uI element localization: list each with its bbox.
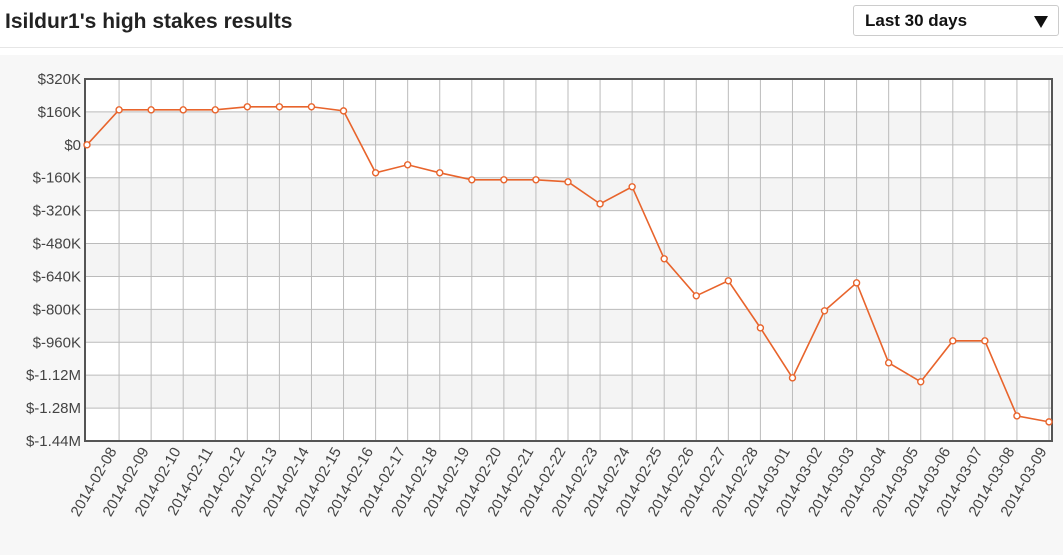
point (211, 106, 219, 114)
point (660, 255, 668, 263)
point (339, 107, 348, 115)
header-rule (0, 47, 1063, 48)
period-dropdown[interactable]: Last 30 days (853, 5, 1059, 36)
point (371, 169, 380, 177)
y-tick-label: $-480K (33, 236, 81, 253)
y-tick-label: $0 (64, 137, 81, 154)
y-tick-label: $-320K (33, 203, 81, 220)
point (436, 169, 444, 177)
y-tick-label: $-1.12M (26, 367, 81, 384)
point (243, 103, 252, 111)
point (917, 378, 925, 386)
plot-border (84, 78, 1053, 442)
dropdown-label: Last 30 days (865, 11, 968, 30)
point (275, 103, 284, 111)
point (884, 359, 893, 367)
point (83, 141, 91, 149)
y-tick-label: $-1.28M (26, 400, 81, 417)
dropdown-arrow (1034, 16, 1048, 28)
chart: $320K $160K $0 $-160K $-320K $-480K $-640K $-80… (0, 55, 1063, 555)
point (147, 106, 155, 114)
point (468, 176, 476, 184)
point (596, 200, 604, 208)
y-tick-label: $-640K (33, 268, 81, 285)
y-tick-label: $-1.44M (26, 433, 81, 450)
point (500, 176, 508, 184)
y-tick-label: $-160K (33, 170, 81, 187)
y-tick-label: $320K (38, 71, 81, 88)
point (852, 279, 861, 287)
point (692, 292, 700, 300)
point (564, 178, 572, 186)
point (307, 103, 316, 111)
point (820, 307, 829, 315)
point (788, 374, 797, 382)
page-title: Isildur1's high stakes results (5, 10, 293, 33)
y-tick-label: $-960K (33, 334, 81, 351)
point (532, 176, 540, 184)
point (403, 161, 412, 169)
point (1013, 412, 1021, 420)
point (628, 183, 636, 191)
point (724, 277, 733, 285)
point (115, 106, 123, 114)
y-tick-label: $-800K (33, 301, 81, 318)
point (1045, 418, 1053, 426)
point (756, 324, 765, 332)
point (981, 337, 989, 345)
point (949, 337, 957, 345)
y-tick-label: $160K (38, 104, 81, 121)
point (179, 106, 187, 114)
